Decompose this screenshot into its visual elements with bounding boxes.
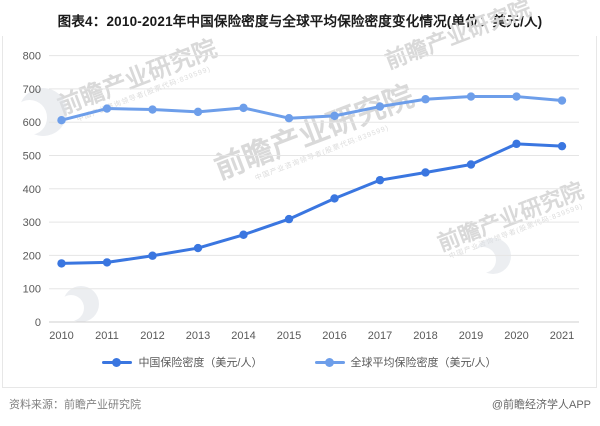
x-axis-tick-label: 2011 (95, 330, 119, 342)
y-axis-tick-label: 200 (23, 250, 41, 262)
data-point (102, 258, 112, 267)
series-line (60, 95, 564, 122)
data-point (375, 102, 385, 111)
y-axis-tick-label: 500 (23, 151, 41, 163)
x-axis-tick-label: 2018 (413, 330, 437, 342)
data-point (512, 92, 521, 101)
data-point (466, 160, 476, 169)
data-point (239, 230, 248, 239)
x-axis-tick-label: 2010 (49, 330, 73, 342)
data-point (557, 141, 567, 151)
data-point (421, 95, 430, 104)
source-label: 资料来源：前瞻产业研究院 (9, 399, 141, 411)
data-point (193, 243, 203, 253)
chart-legend: 中国保险密度（美元/人） 全球平均保险密度（美元/人） (3, 352, 596, 372)
y-axis-tick-label: 600 (23, 117, 41, 129)
data-point (557, 96, 567, 105)
data-point (148, 251, 157, 260)
chart-title: 图表4：2010-2021年中国保险密度与全球平均保险密度变化情况(单位：美元/… (57, 14, 543, 29)
y-axis-tick-label: 100 (23, 284, 41, 296)
x-axis-tick-label: 2016 (322, 330, 346, 342)
y-axis-tick-label: 800 (23, 51, 41, 63)
data-point (239, 103, 248, 113)
data-point (375, 175, 385, 185)
legend-marker-icon (314, 357, 345, 367)
legend-item: 全球平均保险密度（美元/人） (314, 354, 497, 370)
y-axis-tick-label: 700 (23, 84, 41, 96)
data-point (193, 107, 203, 117)
data-point (421, 168, 430, 177)
x-axis-tick-label: 2014 (231, 330, 255, 342)
credit-label: @前瞻经济学人APP (491, 399, 591, 411)
data-point (284, 214, 294, 224)
series-line (60, 142, 564, 265)
legend-marker-icon (102, 357, 133, 367)
data-point (102, 104, 112, 113)
x-axis-tick-label: 2015 (277, 330, 301, 342)
data-point (57, 259, 66, 268)
data-point (512, 139, 521, 149)
data-point (148, 105, 157, 114)
chart-area: 前瞻产业研究院 中国产业咨询领导者(股票代码:839599) 前瞻产业研究院 中… (2, 0, 597, 388)
x-axis-tick-label: 2013 (186, 330, 210, 342)
data-point (284, 114, 294, 123)
chart-footer: 资料来源：前瞻产业研究院 @前瞻经济学人APP (0, 395, 600, 413)
legend-item: 中国保险密度（美元/人） (102, 354, 263, 370)
data-point (330, 111, 339, 121)
y-axis-tick-label: 400 (23, 184, 41, 196)
legend-label: 全球平均保险密度（美元/人） (350, 357, 497, 369)
data-point (57, 116, 66, 125)
data-point (330, 194, 339, 203)
data-point (466, 92, 476, 101)
line-chart: 0 100 200 300 400 500 600 700 800 2010 2011 2012 201… (23, 51, 579, 342)
y-axis-tick-label: 300 (23, 217, 41, 229)
x-axis-tick-label: 2020 (504, 330, 528, 342)
legend-label: 中国保险密度（美元/人） (138, 357, 263, 369)
x-axis-tick-label: 2019 (459, 330, 483, 342)
x-axis-tick-label: 2021 (550, 330, 574, 342)
x-axis-tick-label: 2017 (368, 330, 392, 342)
y-axis-tick-label: 0 (35, 317, 41, 329)
x-axis-tick-label: 2012 (140, 330, 164, 342)
